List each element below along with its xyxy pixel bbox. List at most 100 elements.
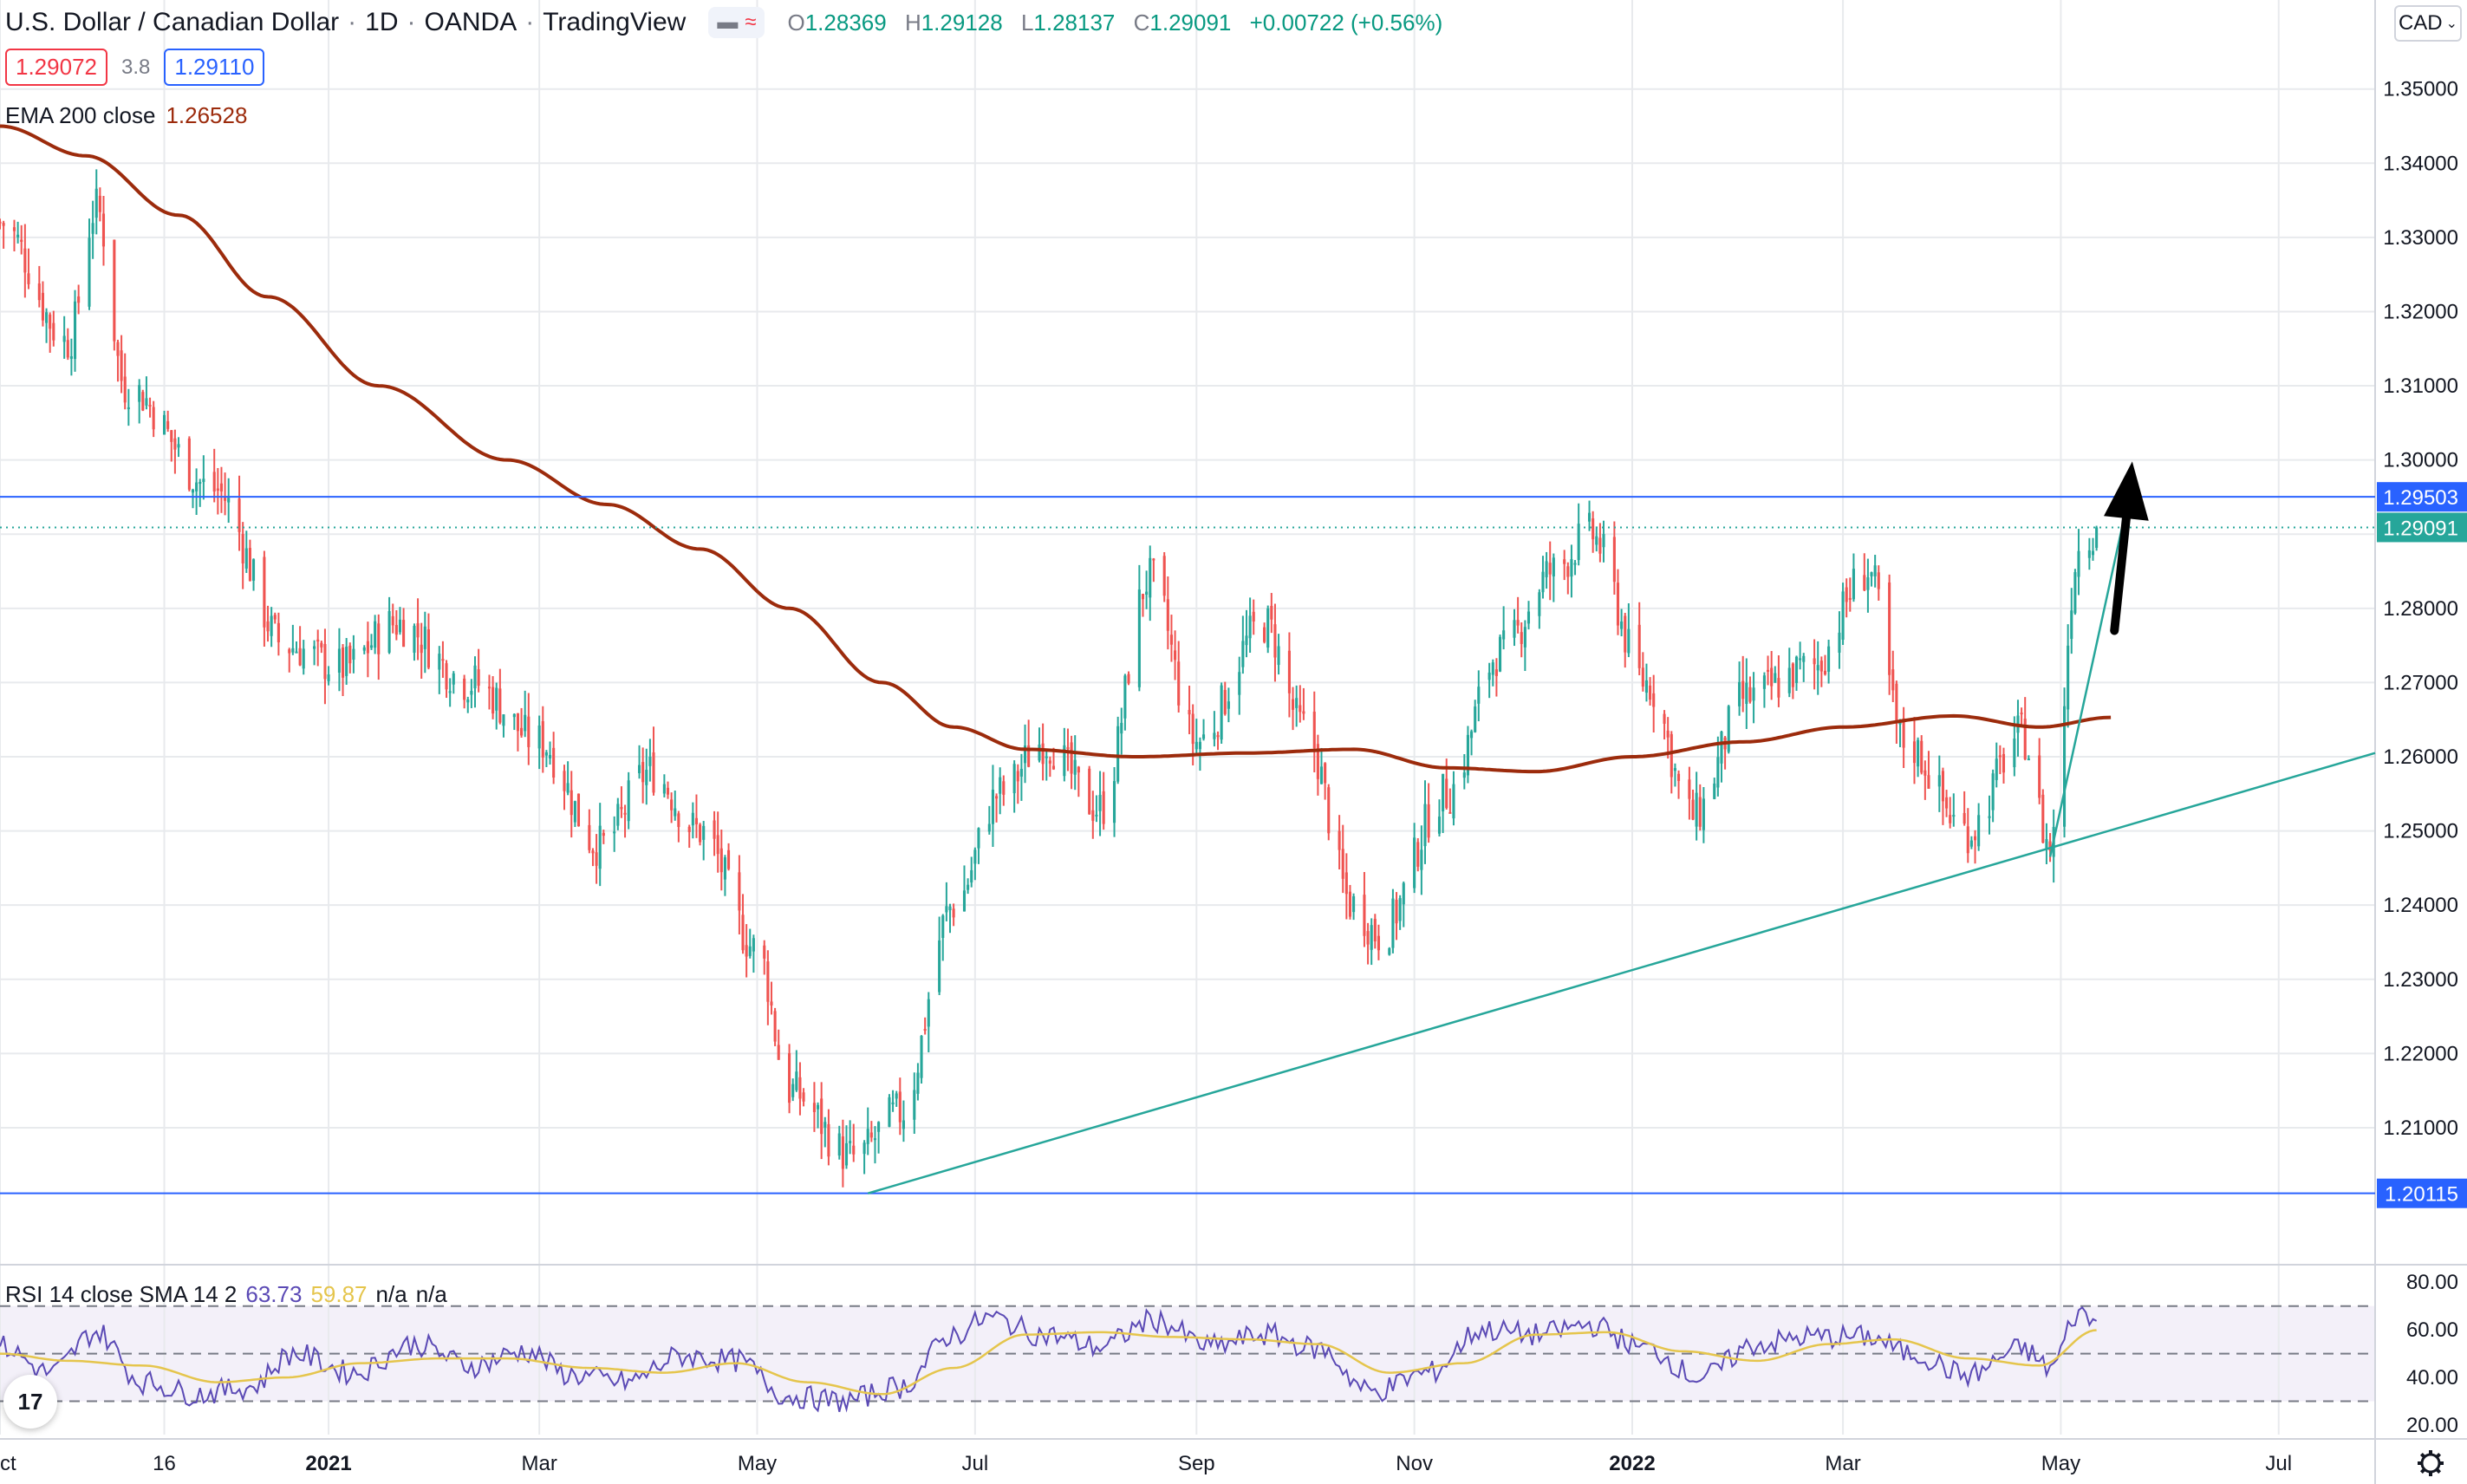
- candle-body: [173, 438, 177, 450]
- candle-body: [88, 238, 91, 307]
- interval-label[interactable]: 1D: [365, 8, 399, 36]
- x-tick-label: May: [738, 1452, 777, 1475]
- quote-row: 1.29072 3.8 1.29110: [5, 49, 265, 86]
- rsi-legend[interactable]: RSI 14 close SMA 14 2 63.73 59.87 n/a n/a: [5, 1281, 447, 1308]
- candle-body: [1188, 709, 1191, 715]
- candle-body: [348, 645, 352, 664]
- candle-body: [69, 356, 73, 359]
- candle-body: [1592, 518, 1595, 540]
- candle-body: [1845, 587, 1848, 602]
- candle-body: [763, 945, 766, 959]
- candle-body: [162, 414, 166, 435]
- candle-body: [1577, 524, 1580, 561]
- candle-body: [1716, 757, 1720, 788]
- candle-body: [116, 342, 120, 356]
- candle-body: [1602, 534, 1605, 548]
- rsi-label: RSI 14 close SMA 14 2: [5, 1281, 238, 1307]
- candle-body: [1952, 815, 1956, 817]
- candle-body: [291, 648, 295, 653]
- candle-body: [1941, 771, 1944, 802]
- candle-body: [369, 645, 374, 648]
- candle-body: [1316, 744, 1319, 779]
- ema-200-line: [0, 124, 2112, 774]
- gear-tooth: [2419, 1468, 2426, 1474]
- candle-body: [94, 188, 98, 218]
- symbol-title[interactable]: U.S. Dollar / Canadian Dollar: [5, 8, 340, 36]
- candle-body: [2041, 794, 2045, 843]
- candle-body: [945, 906, 948, 913]
- candle-body: [1526, 611, 1531, 624]
- candle-body: [849, 1141, 852, 1143]
- candle-body: [1745, 682, 1748, 705]
- candle-body: [216, 488, 219, 491]
- tradingview-logo[interactable]: 17: [3, 1375, 57, 1429]
- ema-legend[interactable]: EMA 200 close 1.26528: [5, 102, 247, 129]
- candle-body: [1112, 781, 1116, 823]
- candle-body: [977, 828, 980, 849]
- candle-body: [820, 1098, 823, 1135]
- low-value: 1.28137: [1033, 9, 1116, 36]
- x-tick-label: Oct: [0, 1452, 16, 1475]
- candle-body: [1177, 661, 1181, 706]
- candle-body: [1738, 681, 1741, 706]
- chevron-down-icon: ⌄: [2445, 16, 2458, 31]
- candle-body: [1474, 706, 1477, 732]
- candle-body: [91, 223, 94, 234]
- candle-body: [101, 213, 106, 247]
- candle-body: [1266, 608, 1270, 648]
- candle-body: [16, 234, 20, 238]
- candle-body: [1373, 919, 1377, 941]
- buy-button[interactable]: 1.29110: [164, 49, 265, 86]
- candle-body: [2002, 753, 2006, 773]
- candle-body: [491, 687, 495, 714]
- chart-header: U.S. Dollar / Canadian Dollar · 1D · OAN…: [5, 3, 1455, 42]
- x-tick-label: Mar: [1825, 1452, 1860, 1475]
- candle-body: [2091, 550, 2095, 556]
- candle-body: [416, 623, 420, 638]
- candle-body: [2038, 755, 2041, 798]
- compare-pill[interactable]: ▬ ≈: [708, 7, 765, 38]
- candle-body: [1787, 667, 1791, 693]
- candle-body: [524, 714, 527, 732]
- candle-body: [852, 1145, 856, 1155]
- trendline: [2048, 497, 2130, 857]
- candle-body: [1777, 678, 1780, 698]
- candle-body: [1327, 787, 1331, 834]
- sell-button[interactable]: 1.29072: [5, 49, 107, 86]
- support-price-tag: 1.20115: [2385, 1183, 2458, 1207]
- candle-body: [1873, 565, 1877, 576]
- high-value: 1.29128: [921, 9, 1003, 36]
- candle-body: [1141, 594, 1145, 600]
- candle-body: [244, 548, 248, 569]
- candle-body: [148, 405, 152, 407]
- candle-body: [1813, 658, 1816, 665]
- candle-body: [1341, 849, 1344, 879]
- candle-body: [141, 392, 145, 411]
- candle-body: [1162, 556, 1166, 596]
- candle-body: [1920, 740, 1923, 773]
- candle-body: [470, 691, 473, 695]
- candle-body: [20, 239, 23, 242]
- currency-select[interactable]: CAD ⌄: [2394, 5, 2462, 42]
- candle-body: [502, 714, 505, 726]
- candle-body: [1898, 721, 1902, 725]
- candle-body: [1420, 849, 1423, 870]
- candle-body: [423, 626, 426, 649]
- candle-body: [323, 643, 327, 680]
- candle-body: [1077, 766, 1080, 773]
- candle-body: [1016, 771, 1019, 782]
- candle-body: [1877, 572, 1880, 589]
- candle-body: [537, 726, 541, 749]
- candle-body: [170, 430, 173, 442]
- candle-body: [741, 914, 745, 951]
- x-tick-label: 16: [153, 1452, 176, 1475]
- candle-body: [1977, 815, 1981, 847]
- settings-gear-icon[interactable]: [2418, 1450, 2444, 1476]
- candle-body: [802, 1092, 805, 1102]
- candle-body: [652, 752, 655, 793]
- candle-body: [391, 615, 394, 626]
- candle-body: [123, 376, 127, 403]
- candle-body: [723, 857, 726, 880]
- y-tick-label: 1.23000: [2383, 968, 2458, 992]
